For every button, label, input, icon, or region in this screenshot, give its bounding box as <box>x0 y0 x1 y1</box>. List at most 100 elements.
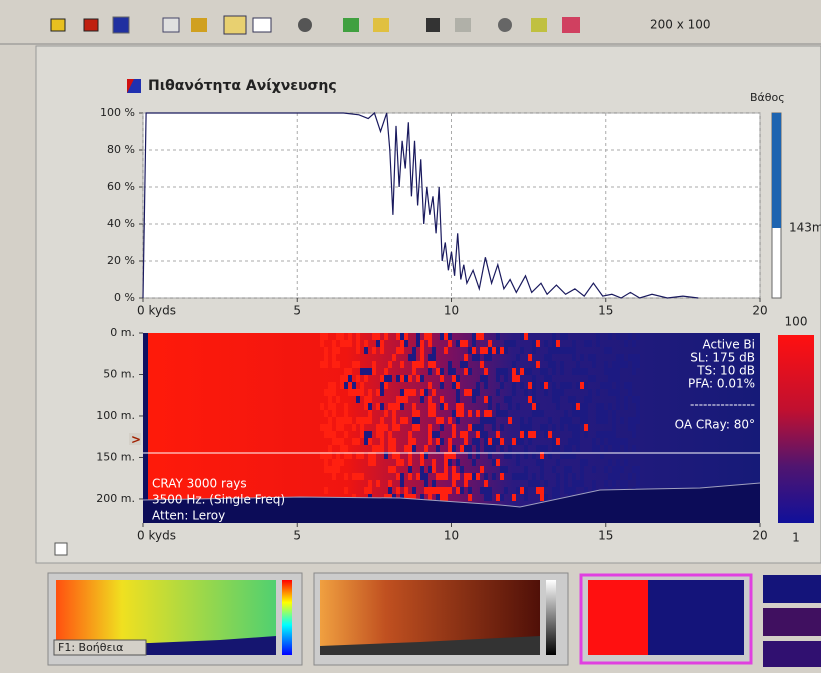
heatmap-texture <box>612 424 616 431</box>
heatmap-texture <box>572 487 576 494</box>
heatmap-texture <box>592 466 596 473</box>
heatmap-texture <box>328 417 332 424</box>
heatmap-texture <box>412 424 416 431</box>
heatmap-texture <box>548 347 552 354</box>
heatmap-texture <box>612 417 616 424</box>
heatmap-texture <box>388 445 392 452</box>
heatmap-texture <box>568 438 572 445</box>
heatmap-texture <box>336 347 340 354</box>
heatmap-texture <box>556 347 560 354</box>
heatmap-texture <box>544 340 548 347</box>
heatmap-texture <box>348 375 352 382</box>
heatmap-texture <box>440 375 444 382</box>
heatmap-texture <box>428 424 432 431</box>
heatmap-texture <box>448 361 452 368</box>
heatmap-texture <box>388 438 392 445</box>
heatmap-texture <box>328 382 332 389</box>
chart-title: Πιθανότητα Ανίχνευσης <box>148 78 337 94</box>
heatmap-texture <box>484 368 488 375</box>
heatmap-texture <box>428 410 432 417</box>
heatmap-texture <box>424 389 428 396</box>
heatmap-texture <box>516 354 520 361</box>
heatmap-texture <box>448 340 452 347</box>
heatmap-texture <box>604 368 608 375</box>
heatmap-texture <box>560 417 564 424</box>
heatmap-texture <box>372 368 376 375</box>
heatmap-texture <box>512 382 516 389</box>
heatmap-texture <box>588 389 592 396</box>
heatmap-texture <box>356 375 360 382</box>
heatmap-texture <box>332 431 336 438</box>
heatmap-texture <box>500 494 504 501</box>
colorbar-label: 100 <box>785 315 808 329</box>
annotation: Active Bi <box>703 338 756 352</box>
annotation: CRAY 3000 rays <box>152 477 247 491</box>
heatmap-texture <box>472 389 476 396</box>
y-tick-label: 200 m. <box>96 492 135 505</box>
heatmap-texture <box>356 417 360 424</box>
heatmap-texture <box>616 403 620 410</box>
heatmap-texture <box>368 403 372 410</box>
heatmap-texture <box>500 347 504 354</box>
heatmap-texture <box>536 403 540 410</box>
x-tick-label: 10 <box>444 529 459 543</box>
heatmap-texture <box>528 417 532 424</box>
heatmap-texture <box>376 340 380 347</box>
thumbnail-small-3[interactable] <box>763 641 821 667</box>
heatmap-texture <box>432 487 436 494</box>
heatmap-texture <box>636 333 640 340</box>
heatmap-texture <box>504 410 508 417</box>
heatmap-texture <box>520 382 524 389</box>
heatmap-texture <box>396 396 400 403</box>
thumbnail-small-2[interactable] <box>763 608 821 636</box>
heatmap-texture <box>540 368 544 375</box>
heatmap-texture <box>516 459 520 466</box>
heatmap-texture <box>332 403 336 410</box>
heatmap-texture <box>404 417 408 424</box>
heatmap-texture <box>532 480 536 487</box>
heatmap-texture <box>608 368 612 375</box>
heatmap-texture <box>612 431 616 438</box>
heatmap-texture <box>420 459 424 466</box>
heatmap-texture <box>372 361 376 368</box>
heatmap-texture <box>396 347 400 354</box>
annotation: Atten: Leroy <box>152 509 225 523</box>
heatmap-texture <box>532 340 536 347</box>
heatmap-texture <box>436 494 440 501</box>
heatmap-texture <box>476 438 480 445</box>
checkbox[interactable] <box>55 543 67 555</box>
heatmap-texture <box>396 459 400 466</box>
heatmap-texture <box>400 361 404 368</box>
heatmap-texture <box>520 438 524 445</box>
heatmap-texture <box>500 445 504 452</box>
heatmap-texture <box>348 382 352 389</box>
annotation: SL: 175 dB <box>690 351 755 365</box>
heatmap-texture <box>624 403 628 410</box>
heatmap-texture <box>444 473 448 480</box>
heatmap-texture <box>440 403 444 410</box>
heatmap-texture <box>400 396 404 403</box>
heatmap-texture <box>436 438 440 445</box>
heatmap-texture <box>436 487 440 494</box>
heatmap-texture <box>384 410 388 417</box>
heatmap-texture <box>448 487 452 494</box>
heatmap-texture <box>528 438 532 445</box>
heatmap-texture <box>632 354 636 361</box>
heatmap-texture <box>468 494 472 501</box>
heatmap-texture <box>356 473 360 480</box>
heatmap-texture <box>380 375 384 382</box>
heatmap-texture <box>412 354 416 361</box>
heatmap-texture <box>440 473 444 480</box>
heatmap-texture <box>580 368 584 375</box>
heatmap-texture <box>532 382 536 389</box>
heatmap-texture <box>576 424 580 431</box>
heatmap-texture <box>616 466 620 473</box>
heatmap-texture <box>624 340 628 347</box>
depth-label: 143m <box>789 221 821 235</box>
heatmap-texture <box>500 438 504 445</box>
heatmap-texture <box>472 340 476 347</box>
heatmap-texture <box>348 417 352 424</box>
thumbnail-small-1[interactable] <box>763 575 821 603</box>
heatmap-texture <box>608 431 612 438</box>
heatmap-texture <box>380 424 384 431</box>
